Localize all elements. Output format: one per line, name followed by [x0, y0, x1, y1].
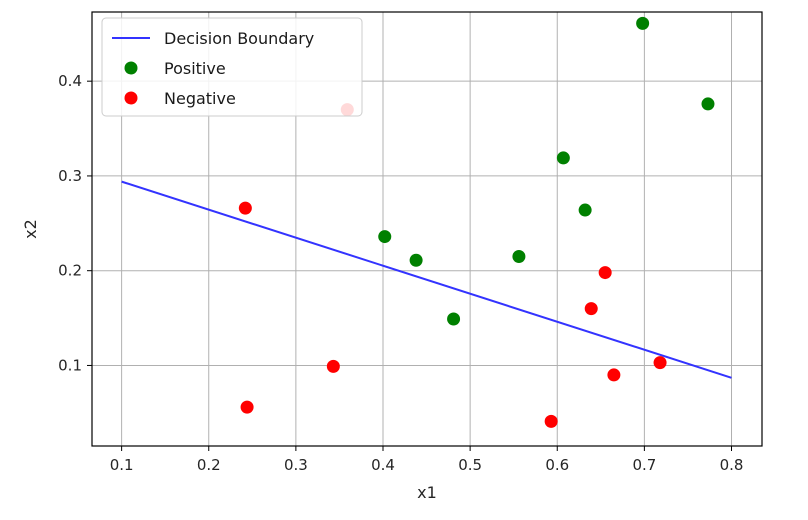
positive-point	[447, 312, 461, 326]
positive-point	[578, 203, 592, 217]
negative-point	[238, 201, 252, 215]
x-tick-label: 0.6	[545, 456, 569, 474]
negative-point	[584, 302, 598, 316]
y-axis-label: x2	[21, 219, 40, 239]
negative-point	[326, 359, 340, 373]
legend: Decision Boundary Positive Negative	[101, 17, 363, 117]
negative-point	[240, 400, 254, 414]
positive-point	[636, 16, 650, 30]
legend-marker-negative	[124, 91, 138, 105]
x-axis-label: x1	[417, 483, 437, 502]
legend-label-positive: Positive	[164, 59, 226, 78]
positive-point	[378, 230, 392, 244]
y-tick-label: 0.3	[58, 167, 82, 185]
x-tick-label: 0.8	[720, 456, 744, 474]
plot-frame	[91, 11, 763, 447]
legend-box	[101, 17, 363, 117]
negative-point	[653, 356, 667, 370]
legend-label-decision-boundary: Decision Boundary	[164, 29, 314, 48]
positive-point	[512, 249, 526, 263]
negative-point	[607, 368, 621, 382]
y-tick-label: 0.4	[58, 72, 82, 90]
negative-point	[544, 414, 558, 428]
legend-label-negative: Negative	[164, 89, 236, 108]
x-tick-label: 0.1	[110, 456, 134, 474]
positive-point	[701, 97, 715, 111]
positive-point	[556, 151, 570, 165]
axis-ticks: 0.1 0.2 0.3 0.4 0.5 0.6 0.7 0.8 0.1 0.2 0.3 0.4	[58, 72, 743, 474]
positive-point	[409, 253, 423, 267]
x-tick-label: 0.4	[371, 456, 395, 474]
x-tick-label: 0.3	[284, 456, 308, 474]
decision-boundary-line	[121, 180, 732, 379]
x-tick-label: 0.7	[632, 456, 656, 474]
negative-point	[598, 266, 612, 280]
y-tick-label: 0.2	[58, 262, 82, 280]
legend-marker-positive	[124, 61, 138, 75]
x-tick-label: 0.2	[197, 456, 221, 474]
y-tick-label: 0.1	[58, 356, 82, 374]
x-tick-label: 0.5	[458, 456, 482, 474]
